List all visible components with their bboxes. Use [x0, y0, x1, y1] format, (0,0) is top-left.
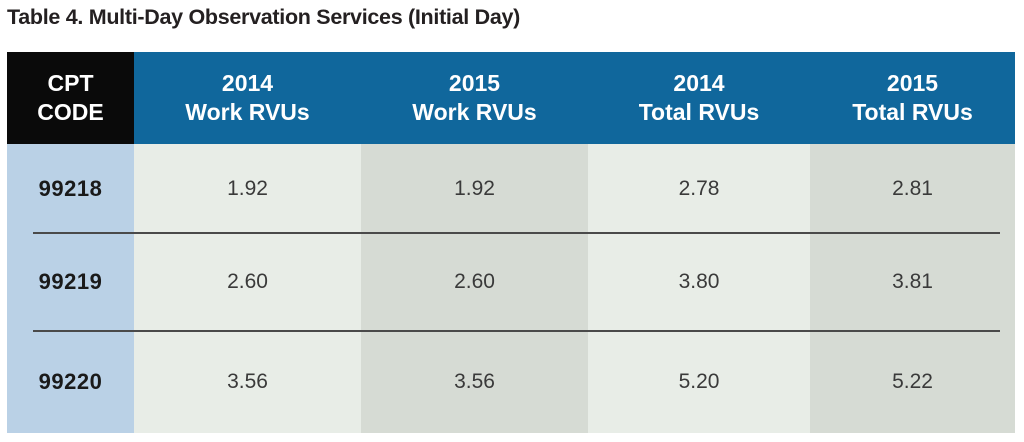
rvu-value-cell: 3.56 [227, 370, 268, 393]
header-measure: Total RVUs [852, 99, 973, 125]
rvu-value-cell: 1.92 [227, 176, 268, 200]
table-title: Table 4. Multi-Day Observation Services … [7, 5, 521, 29]
header-cell-2015-work-rvus: 2015 Work RVUs [361, 52, 588, 144]
header-cell-2014-total-rvus: 2014 Total RVUs [588, 52, 810, 144]
rvu-value-cell: 3.80 [678, 270, 720, 293]
cpt-code-cell: 99220 [38, 369, 103, 394]
rvu-value-cell: 5.22 [892, 370, 933, 393]
rvu-value-cell: 1.92 [454, 176, 495, 200]
header-measure: Work RVUs [412, 99, 537, 125]
rvu-value-cell: 5.20 [678, 370, 720, 393]
header-year: 2015 [448, 70, 501, 96]
header-year: 2014 [221, 70, 274, 96]
column-cpt-code: 99218 99219 99220 [7, 144, 134, 433]
rvu-value-cell: 2.60 [227, 270, 268, 293]
rvu-value-cell: 2.81 [892, 176, 933, 200]
rvu-table: CPT CODE 2014 Work RVUs 2015 Work RVUs 2… [7, 52, 1015, 433]
header-cell-2015-total-rvus: 2015 Total RVUs [810, 52, 1015, 144]
row-divider [33, 232, 1000, 234]
header-measure: Work RVUs [185, 99, 310, 125]
rvu-value-cell: 3.81 [892, 270, 933, 293]
header-measure: Total RVUs [638, 99, 760, 125]
header-year: 2015 [886, 70, 939, 96]
header-year: 2014 [673, 70, 725, 96]
column-2015-total-rvus: 2.81 3.81 5.22 [810, 144, 1015, 433]
header-cpt-line1: CPT [47, 70, 94, 96]
header-cpt-line2: CODE [37, 99, 104, 125]
header-cell-2014-work-rvus: 2014 Work RVUs [134, 52, 361, 144]
header-cell-cpt-code: CPT CODE [7, 52, 134, 144]
cpt-code-cell: 99219 [38, 269, 103, 294]
column-2015-work-rvus: 1.92 2.60 3.56 [361, 144, 588, 433]
rvu-value-cell: 2.60 [454, 270, 495, 293]
row-divider [33, 330, 1000, 332]
rvu-value-cell: 2.78 [678, 176, 720, 200]
column-2014-work-rvus: 1.92 2.60 3.56 [134, 144, 361, 433]
cpt-code-cell: 99218 [38, 175, 103, 201]
column-2014-total-rvus: 2.78 3.80 5.20 [588, 144, 810, 433]
rvu-value-cell: 3.56 [454, 370, 495, 393]
